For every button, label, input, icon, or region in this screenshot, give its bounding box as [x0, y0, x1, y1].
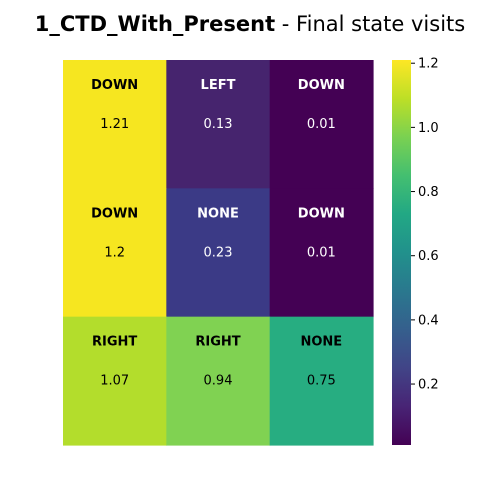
colorbar-tick-label: 1.2 — [418, 57, 439, 72]
colorbar-gradient — [392, 60, 411, 445]
cell-action-label: DOWN — [298, 206, 345, 221]
cell-value-label: 0.01 — [307, 245, 336, 260]
cell-value-label: 1.2 — [104, 245, 125, 260]
cell-action-label: RIGHT — [195, 335, 240, 350]
heatmap-cell — [166, 188, 271, 318]
colorbar: 0.2 0.4 0.6 0.8 1.0 1.2 — [392, 57, 439, 445]
colorbar-tick-label: 0.6 — [418, 249, 439, 264]
heatmap-cell — [166, 60, 271, 189]
cell-value-label: 0.01 — [307, 117, 336, 132]
colorbar-tick-label: 0.2 — [418, 378, 439, 393]
heatmap-cell — [63, 60, 167, 189]
heatmap-cell — [269, 316, 374, 446]
cell-action-label: DOWN — [91, 206, 138, 221]
cell-action-label: DOWN — [91, 78, 138, 93]
cell-action-label: NONE — [197, 206, 239, 221]
cell-value-label: 0.94 — [204, 374, 233, 389]
chart-title-rest: - Final state visits — [275, 12, 466, 36]
cell-action-label: RIGHT — [92, 335, 137, 350]
colorbar-tick-label: 1.0 — [418, 121, 439, 136]
cell-action-label: NONE — [300, 335, 342, 350]
heatmap-cell — [63, 188, 167, 318]
cell-value-label: 0.23 — [204, 245, 233, 260]
cell-value-label: 0.75 — [307, 374, 336, 389]
heatmap-cells: DOWN 1.21 LEFT 0.13 DOWN 0.01 DOWN 1.2 NONE 0.23 D… — [63, 60, 374, 446]
heatmap-cell — [269, 188, 374, 318]
cell-action-label: DOWN — [298, 78, 345, 93]
cell-value-label: 1.07 — [100, 374, 129, 389]
colorbar-tick-label: 0.4 — [418, 313, 439, 328]
chart-title-bold: 1_CTD_With_Present — [34, 12, 276, 36]
heatmap-cell — [269, 60, 374, 189]
cell-value-label: 0.13 — [204, 117, 233, 132]
heatmap-cell — [166, 316, 271, 446]
chart-title: 1_CTD_With_Present - Final state visits — [0, 8, 500, 40]
heatmap-cell — [63, 316, 167, 446]
colorbar-tick-label: 0.8 — [418, 185, 439, 200]
cell-action-label: LEFT — [201, 78, 236, 93]
cell-value-label: 1.21 — [100, 117, 129, 132]
